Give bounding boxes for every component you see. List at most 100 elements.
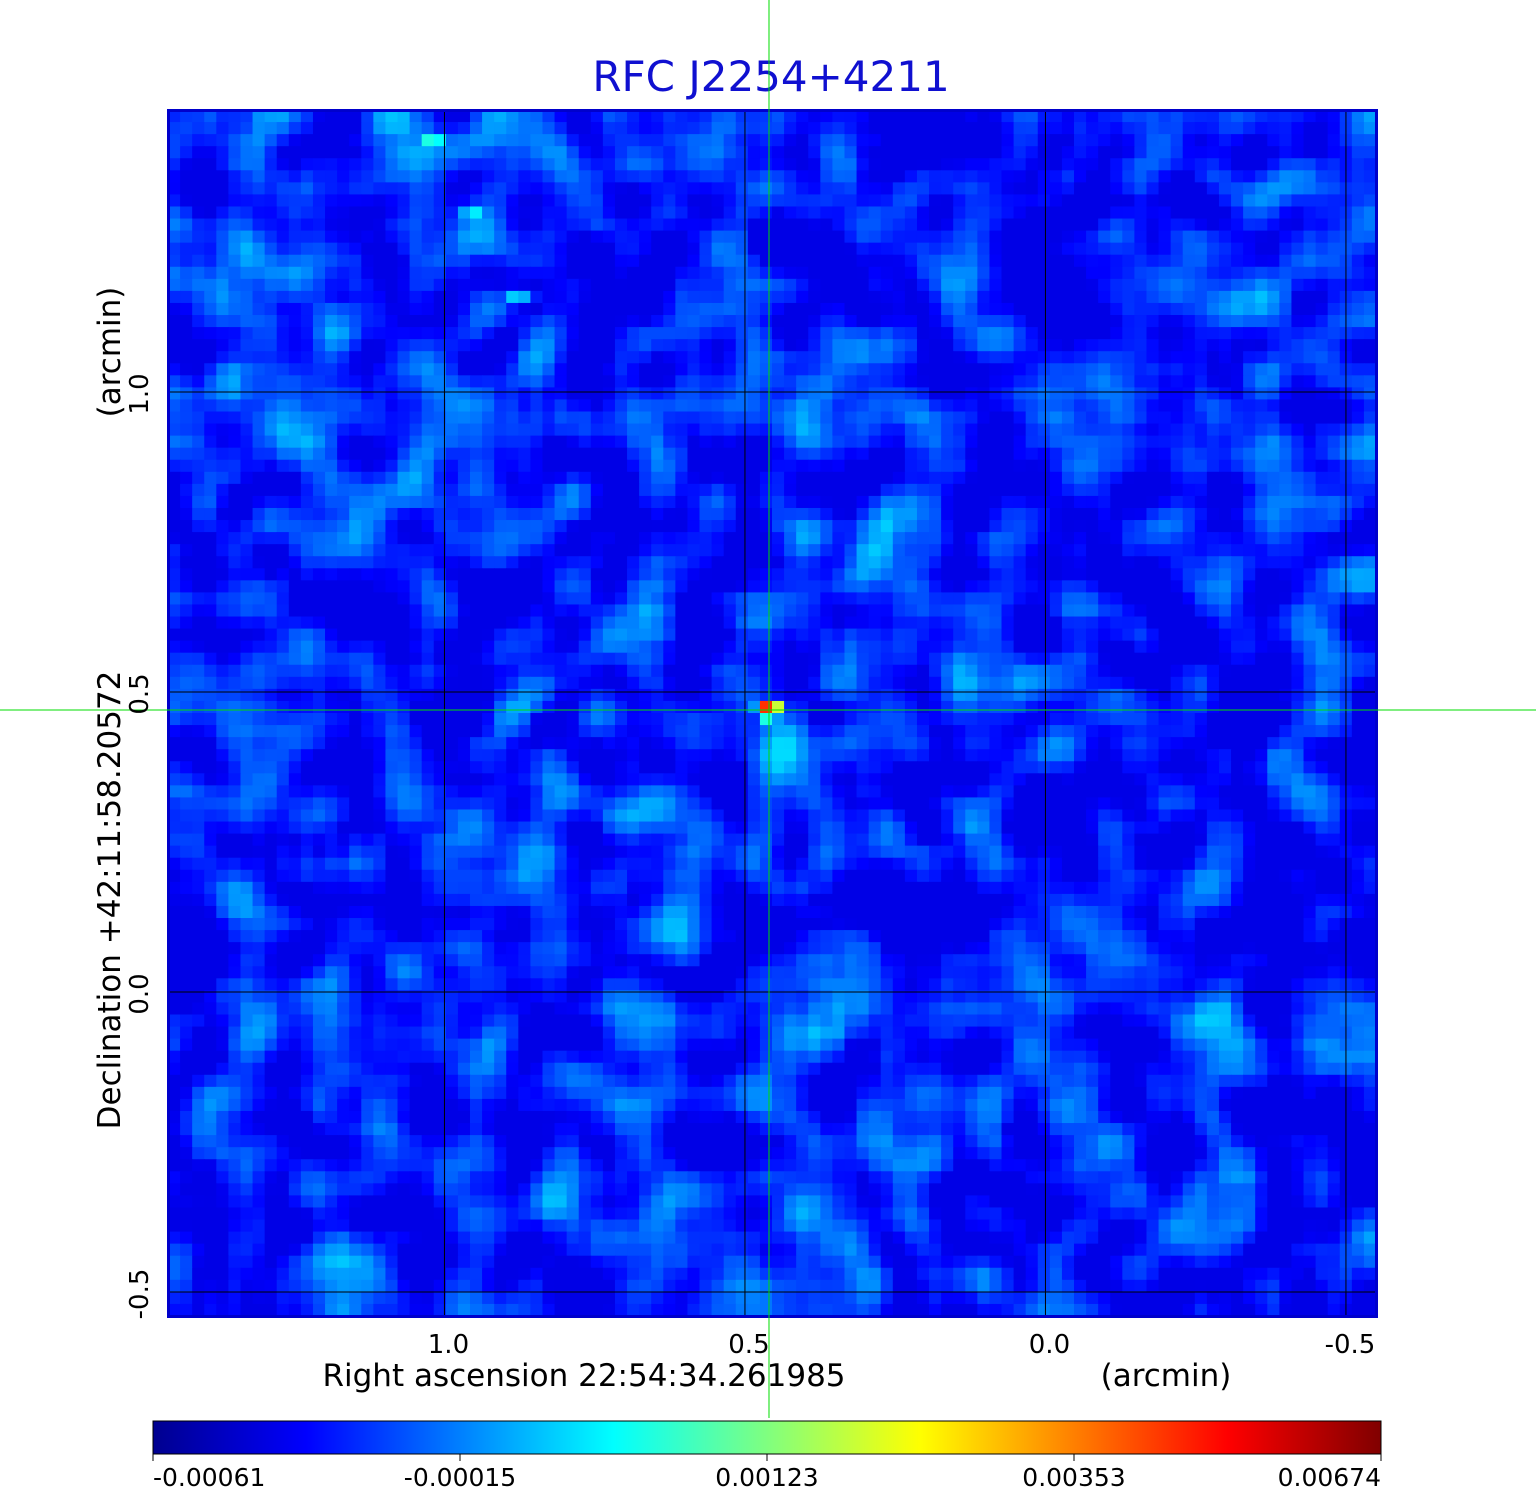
image-pixel bbox=[989, 604, 1003, 618]
image-pixel bbox=[880, 170, 894, 183]
image-pixel bbox=[228, 339, 242, 352]
image-pixel bbox=[312, 700, 326, 714]
image-pixel bbox=[989, 194, 1003, 208]
image-pixel bbox=[518, 218, 531, 232]
image-pixel bbox=[868, 532, 882, 545]
image-pixel bbox=[723, 399, 737, 413]
image-pixel bbox=[1291, 339, 1305, 352]
image-pixel bbox=[711, 628, 725, 642]
image-pixel bbox=[1037, 556, 1051, 569]
image-pixel bbox=[1061, 507, 1075, 521]
image-pixel bbox=[542, 544, 556, 557]
image-pixel bbox=[1267, 652, 1280, 666]
image-pixel bbox=[240, 495, 254, 509]
image-pixel bbox=[482, 628, 495, 642]
image-pixel bbox=[192, 110, 205, 123]
image-pixel bbox=[639, 507, 652, 521]
image-pixel bbox=[409, 146, 423, 159]
image-pixel bbox=[892, 351, 906, 364]
image-pixel bbox=[1013, 375, 1027, 388]
image-pixel bbox=[252, 544, 266, 557]
image-pixel bbox=[542, 507, 556, 521]
image-pixel bbox=[916, 146, 930, 159]
image-pixel bbox=[1098, 604, 1111, 618]
image-pixel bbox=[204, 592, 217, 606]
image-pixel bbox=[1049, 640, 1063, 654]
image-pixel bbox=[1231, 339, 1244, 352]
image-pixel bbox=[1327, 339, 1341, 352]
image-pixel bbox=[470, 110, 483, 123]
image-pixel bbox=[530, 194, 544, 208]
image-pixel bbox=[349, 110, 362, 123]
image-pixel bbox=[566, 194, 580, 208]
image-pixel bbox=[651, 315, 664, 328]
image-pixel bbox=[844, 435, 858, 449]
image-pixel bbox=[216, 266, 229, 280]
image-pixel bbox=[240, 604, 254, 618]
image-pixel bbox=[385, 471, 399, 485]
image-pixel bbox=[747, 544, 761, 557]
image-pixel bbox=[373, 592, 387, 606]
image-pixel bbox=[578, 604, 592, 618]
image-pixel bbox=[844, 375, 858, 388]
image-pixel bbox=[1110, 158, 1123, 171]
image-pixel bbox=[880, 194, 894, 208]
image-pixel bbox=[252, 423, 266, 437]
image-pixel bbox=[1327, 266, 1341, 280]
image-pixel bbox=[590, 447, 604, 461]
image-pixel bbox=[252, 327, 266, 340]
image-pixel bbox=[1122, 110, 1135, 123]
image-pixel bbox=[1315, 616, 1329, 630]
image-pixel bbox=[1327, 399, 1341, 413]
image-pixel bbox=[445, 146, 459, 159]
image-pixel bbox=[880, 339, 894, 352]
image-pixel bbox=[470, 387, 483, 401]
image-pixel bbox=[627, 700, 640, 714]
image-pixel bbox=[1158, 158, 1172, 171]
image-pixel bbox=[397, 242, 411, 256]
image-pixel bbox=[759, 399, 773, 413]
image-pixel bbox=[554, 688, 568, 702]
image-pixel bbox=[699, 339, 713, 352]
image-pixel bbox=[772, 194, 785, 208]
image-pixel bbox=[566, 363, 580, 376]
image-pixel bbox=[916, 315, 930, 328]
image-pixel bbox=[953, 688, 966, 702]
image-pixel bbox=[651, 471, 664, 485]
image-pixel bbox=[844, 676, 858, 690]
image-pixel bbox=[747, 339, 761, 352]
image-pixel bbox=[361, 700, 374, 714]
image-pixel bbox=[929, 278, 942, 292]
image-pixel bbox=[941, 604, 954, 618]
image-pixel bbox=[892, 278, 906, 292]
image-pixel bbox=[784, 146, 797, 159]
image-pixel bbox=[494, 387, 507, 401]
image-pixel bbox=[566, 495, 580, 509]
image-pixel bbox=[373, 423, 387, 437]
image-pixel bbox=[482, 664, 495, 678]
image-pixel bbox=[820, 483, 833, 497]
image-pixel bbox=[965, 568, 978, 581]
image-pixel bbox=[578, 435, 592, 449]
image-pixel bbox=[204, 423, 217, 437]
image-pixel bbox=[1158, 520, 1172, 533]
image-pixel bbox=[796, 664, 809, 678]
image-pixel bbox=[409, 628, 423, 642]
image-pixel bbox=[1170, 134, 1184, 147]
image-pixel bbox=[1098, 568, 1111, 581]
image-pixel bbox=[349, 483, 362, 497]
image-pixel bbox=[168, 146, 181, 159]
image-pixel bbox=[663, 435, 676, 449]
image-pixel bbox=[747, 278, 761, 292]
image-pixel bbox=[180, 604, 193, 618]
image-pixel bbox=[759, 471, 773, 485]
image-pixel bbox=[1049, 520, 1063, 533]
image-pixel bbox=[216, 435, 229, 449]
image-pixel bbox=[1110, 556, 1123, 569]
image-pixel bbox=[530, 447, 544, 461]
image-pixel bbox=[530, 532, 544, 545]
image-pixel bbox=[772, 435, 785, 449]
image-pixel bbox=[1194, 290, 1208, 304]
image-pixel bbox=[1194, 351, 1208, 364]
image-pixel bbox=[168, 339, 181, 352]
